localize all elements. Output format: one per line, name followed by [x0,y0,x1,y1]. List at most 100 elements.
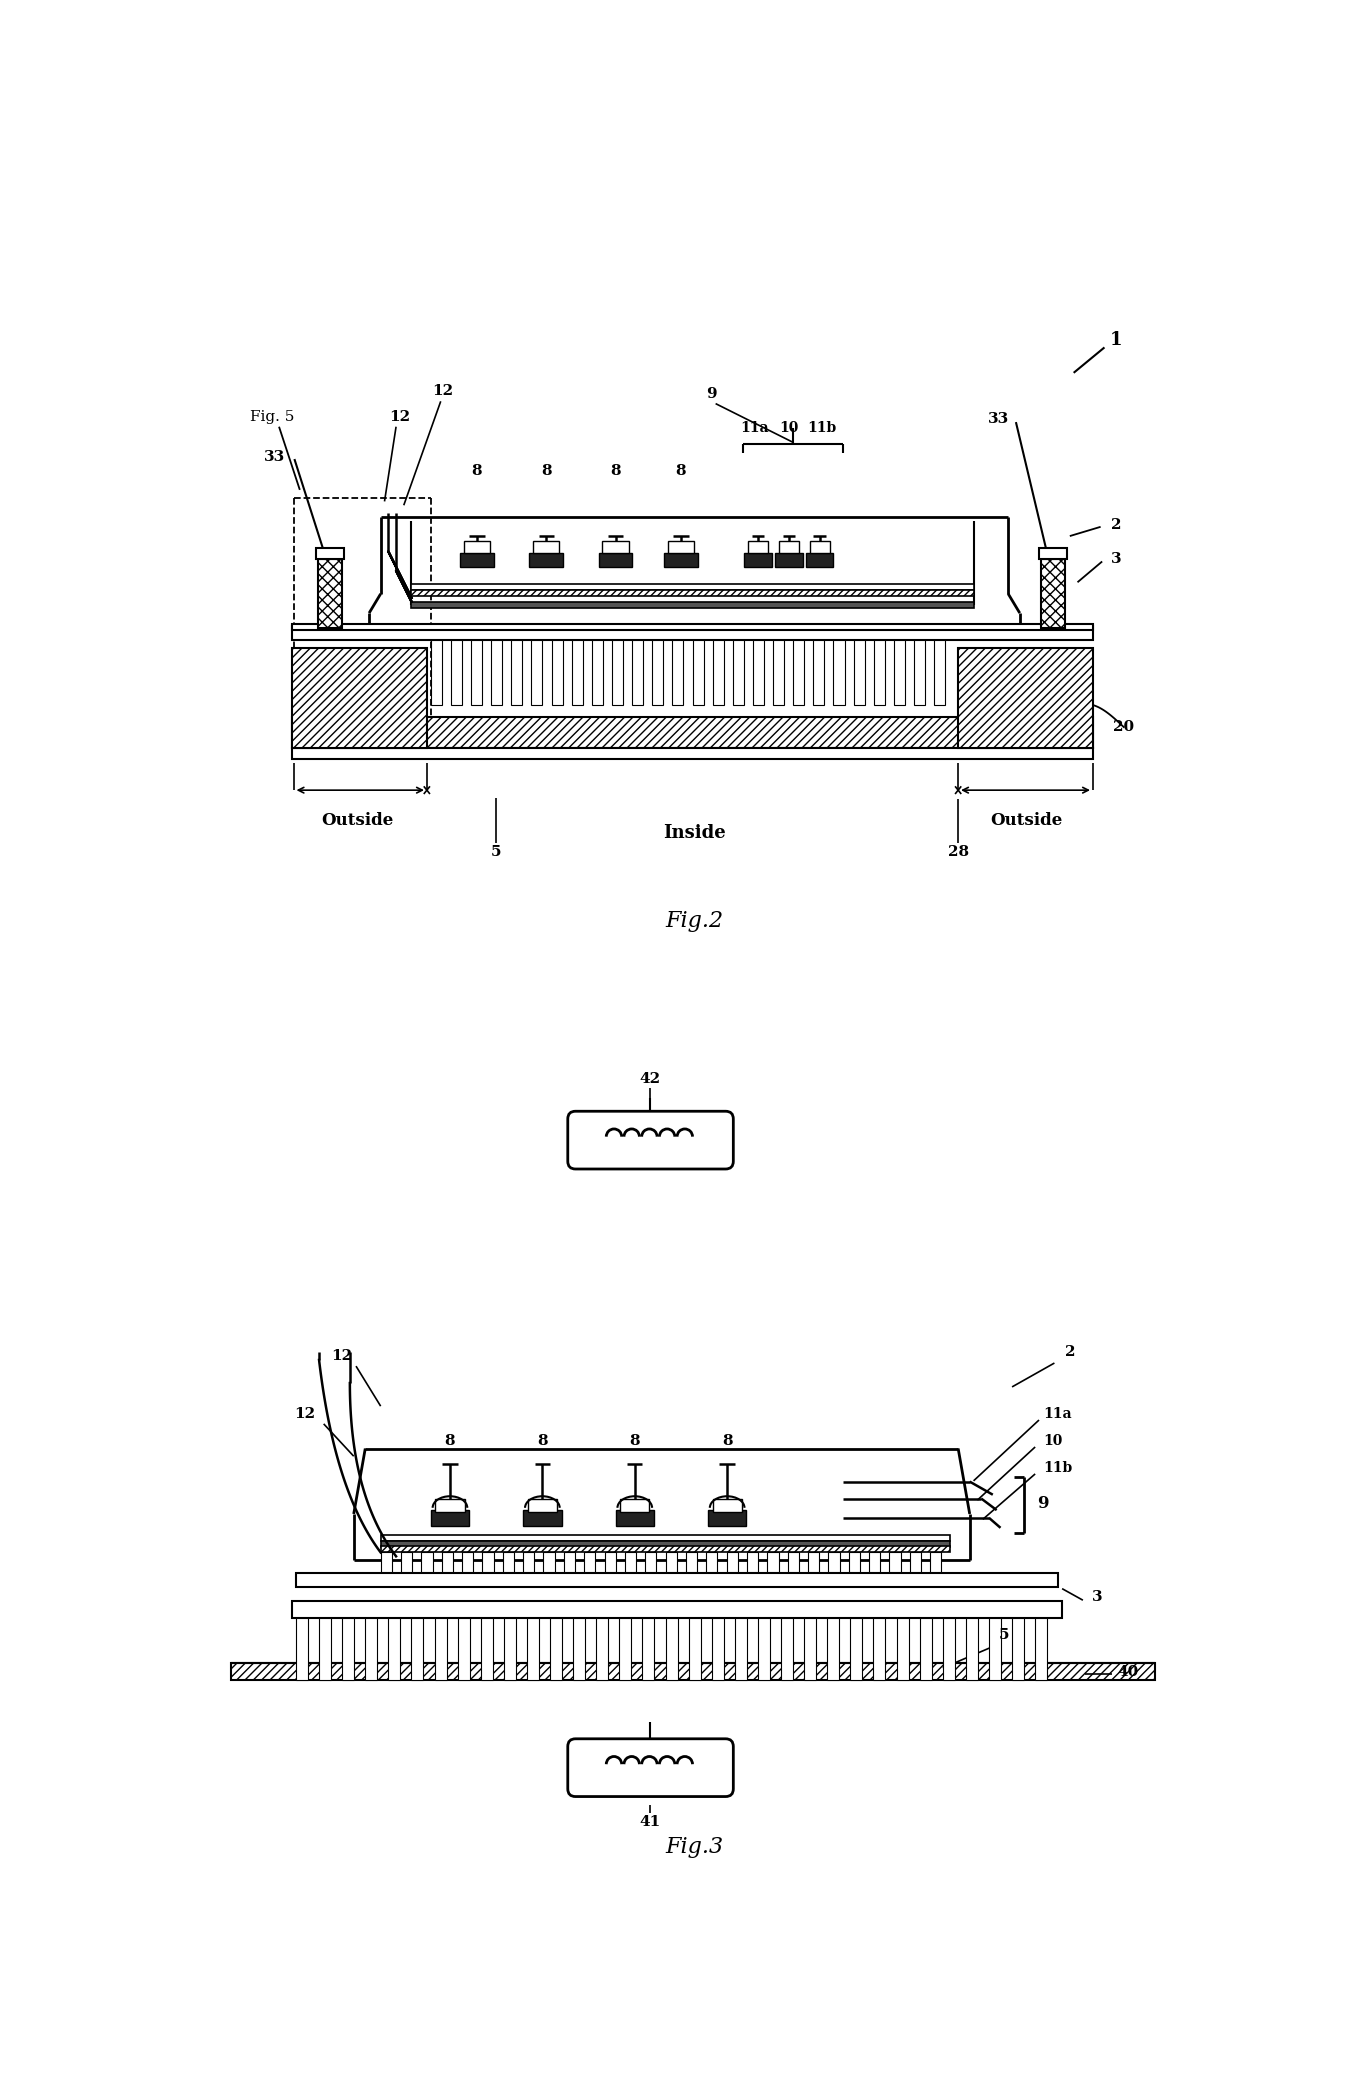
Bar [874,1618,885,1679]
Bar [787,1553,799,1572]
Bar [596,1618,608,1679]
Bar [828,1618,839,1679]
Text: 2: 2 [1065,1346,1075,1358]
Bar [599,553,633,567]
Bar [573,1618,585,1679]
Bar [295,1618,308,1679]
Bar [481,1618,493,1679]
Bar [431,1511,469,1526]
Bar [604,1553,615,1572]
Bar [706,1553,717,1572]
Bar [874,640,885,705]
Bar [989,1618,1001,1679]
Text: Fig. 5: Fig. 5 [249,410,294,423]
Bar [793,640,805,705]
Bar [915,640,925,705]
Text: 5: 5 [491,846,501,858]
Text: 8: 8 [537,1434,547,1448]
Text: 12: 12 [432,385,453,398]
Bar [943,1618,955,1679]
Bar [293,718,1093,747]
Bar [652,640,664,705]
Text: Inside: Inside [663,823,725,841]
Bar [603,540,629,553]
Bar [804,1618,816,1679]
Bar [757,1618,770,1679]
Bar [491,640,503,705]
Text: 3: 3 [1091,1591,1102,1603]
Bar [665,1553,676,1572]
Bar [401,1553,412,1572]
Text: Outside: Outside [989,812,1062,829]
Text: 42: 42 [640,1072,661,1086]
Bar [230,1662,1154,1679]
Bar [692,640,703,705]
Bar [435,1618,447,1679]
Text: 10: 10 [1043,1434,1062,1448]
Bar [463,540,491,553]
Bar [664,553,698,567]
Bar [958,647,1093,747]
Bar [451,640,462,705]
Bar [523,1553,534,1572]
Bar [808,1553,820,1572]
Bar [551,640,562,705]
Bar [412,1618,424,1679]
Text: 8: 8 [676,465,686,477]
Bar [381,1547,950,1553]
Bar [612,640,623,705]
Bar [775,553,802,567]
Text: 41: 41 [640,1815,661,1829]
Text: 3: 3 [1111,553,1122,567]
Bar [389,1618,400,1679]
Bar [442,1553,453,1572]
Bar [503,1553,514,1572]
Bar [543,1553,554,1572]
FancyBboxPatch shape [568,1739,733,1796]
Bar [813,640,824,705]
Bar [1041,559,1065,628]
Bar [431,640,442,705]
Bar [854,640,864,705]
Bar [412,590,973,597]
Text: 9: 9 [1037,1496,1049,1513]
Bar [930,1553,942,1572]
Bar [318,1618,331,1679]
Bar [381,1534,950,1540]
Bar [665,1618,678,1679]
Bar [713,640,724,705]
Bar [748,540,768,553]
Bar [767,1553,779,1572]
Text: 33: 33 [264,450,285,465]
Bar [966,1618,978,1679]
Bar [869,1553,881,1572]
Bar [343,1618,354,1679]
Text: 8: 8 [630,1434,640,1448]
Bar [550,1618,562,1679]
Bar [733,640,744,705]
Bar [889,1553,901,1572]
Bar [1012,1618,1024,1679]
Bar [458,1618,470,1679]
Text: 9: 9 [706,387,717,400]
Bar [734,1618,747,1679]
Bar [668,540,694,553]
Bar [482,1553,493,1572]
Bar [381,1540,950,1547]
Text: Outside: Outside [321,812,394,829]
Bar [672,640,683,705]
Bar [894,640,905,705]
Bar [293,747,1093,760]
Text: 33: 33 [988,412,1009,427]
Text: Fig.2: Fig.2 [665,910,724,931]
Bar [572,640,583,705]
Bar [316,548,344,559]
Bar [527,1618,539,1679]
Text: 12: 12 [389,410,411,423]
Bar [381,1553,392,1572]
Bar [527,1499,557,1511]
Bar [472,640,482,705]
Text: 8: 8 [541,465,551,477]
Bar [592,640,603,705]
Bar [806,553,833,567]
